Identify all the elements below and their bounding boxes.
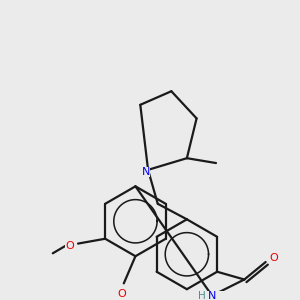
Text: O: O: [118, 289, 126, 299]
Text: N: N: [208, 291, 217, 300]
Text: H: H: [198, 291, 206, 300]
Text: O: O: [269, 253, 278, 263]
Text: N: N: [142, 167, 150, 177]
Text: O: O: [65, 241, 74, 250]
